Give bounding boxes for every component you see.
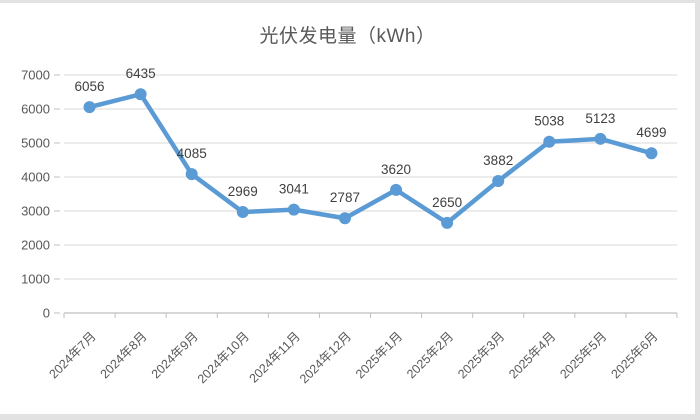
x-tick-label: 2025年6月 bbox=[608, 329, 660, 381]
data-label: 2969 bbox=[228, 184, 258, 199]
data-point bbox=[338, 212, 351, 225]
data-point bbox=[543, 135, 556, 148]
data-label: 5123 bbox=[585, 111, 615, 126]
data-label: 3620 bbox=[381, 162, 411, 177]
x-tick-label: 2024年11月 bbox=[247, 329, 303, 385]
chart-area: 光伏发电量（kWh） 0 1000 2000 3000 4000 5000 6000 7000… bbox=[0, 3, 695, 414]
data-point bbox=[185, 168, 198, 181]
x-tick-label: 2024年7月 bbox=[47, 329, 99, 381]
x-tick-label: 2024年8月 bbox=[98, 329, 150, 381]
x-tick-label: 2025年3月 bbox=[455, 329, 507, 381]
data-point bbox=[594, 132, 607, 145]
data-point bbox=[236, 206, 249, 219]
data-point bbox=[83, 101, 96, 114]
data-label: 6435 bbox=[126, 66, 156, 81]
x-tick-label: 2024年12月 bbox=[297, 329, 354, 386]
data-label: 4699 bbox=[636, 125, 666, 140]
data-point bbox=[441, 216, 454, 229]
y-tick-label: 7000 bbox=[21, 68, 50, 83]
x-tick-label: 2024年9月 bbox=[149, 329, 201, 381]
data-line bbox=[87, 91, 654, 226]
data-label: 6056 bbox=[75, 79, 105, 94]
data-label: 3882 bbox=[483, 153, 513, 168]
x-tick-label: 2025年1月 bbox=[353, 329, 405, 381]
chart-title: 光伏发电量（kWh） bbox=[259, 26, 436, 47]
y-tick-label: 1000 bbox=[21, 272, 50, 287]
data-point bbox=[287, 203, 300, 216]
y-tick-label: 0 bbox=[43, 306, 50, 321]
data-label: 2787 bbox=[330, 190, 360, 205]
data-label: 2650 bbox=[432, 195, 462, 210]
y-tick-label: 5000 bbox=[21, 136, 50, 151]
x-tick-label: 2024年10月 bbox=[195, 329, 252, 386]
y-tick-label: 4000 bbox=[21, 170, 50, 185]
data-label: 5038 bbox=[534, 114, 564, 129]
data-point bbox=[645, 147, 658, 160]
x-tick-label: 2025年4月 bbox=[506, 329, 558, 381]
y-tick-label: 6000 bbox=[21, 102, 50, 117]
x-tick-label: 2025年2月 bbox=[404, 329, 456, 381]
data-point bbox=[492, 175, 505, 188]
x-tick-label: 2025年5月 bbox=[557, 329, 609, 381]
data-label: 3041 bbox=[279, 182, 309, 197]
line-chart-plot: 0 1000 2000 3000 4000 5000 6000 7000 6056 6435 408… bbox=[21, 66, 678, 386]
y-tick-label: 3000 bbox=[21, 204, 50, 219]
data-label: 4085 bbox=[177, 146, 207, 161]
y-tick-label: 2000 bbox=[21, 238, 50, 253]
data-point bbox=[390, 183, 403, 196]
data-point bbox=[134, 88, 147, 101]
